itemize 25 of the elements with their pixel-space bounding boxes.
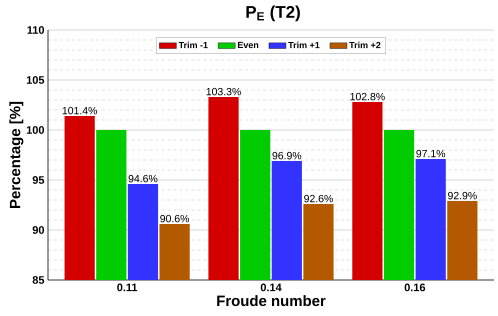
x-tick-label: 0.11 [117,284,138,292]
data-label: 103.3% [206,88,241,96]
x-tick-label: 0.16 [404,284,426,292]
legend-label: Even [238,42,258,48]
data-label: 102.8% [350,92,385,100]
data-label: 92.9% [448,192,477,200]
data-label: 90.6% [160,214,190,222]
x-tick-label: 0.14 [260,284,282,292]
y-tick-label: 100 [26,126,44,134]
y-tick-label: 110 [27,26,44,34]
data-label: 92.6% [304,194,333,202]
y-tick-label: 85 [32,276,44,284]
y-tick-label: 95 [32,176,44,184]
chart-title: P$_{E}$ (T2) [246,6,300,22]
data-label: 101.4% [62,106,98,114]
data-label: 97.1% [416,150,446,158]
legend-label: Trim +2 [349,42,380,48]
y-axis-title: Percentage [%] [9,102,24,208]
y-tick-label: 105 [26,76,44,84]
y-tick-label: 90 [32,226,44,234]
legend-label: Trim +1 [288,42,320,48]
data-label: 94.6% [128,174,158,182]
x-axis-title: Froude number [217,295,326,306]
legend-label: Trim -1 [178,42,208,48]
data-label: 96.9% [272,152,302,160]
